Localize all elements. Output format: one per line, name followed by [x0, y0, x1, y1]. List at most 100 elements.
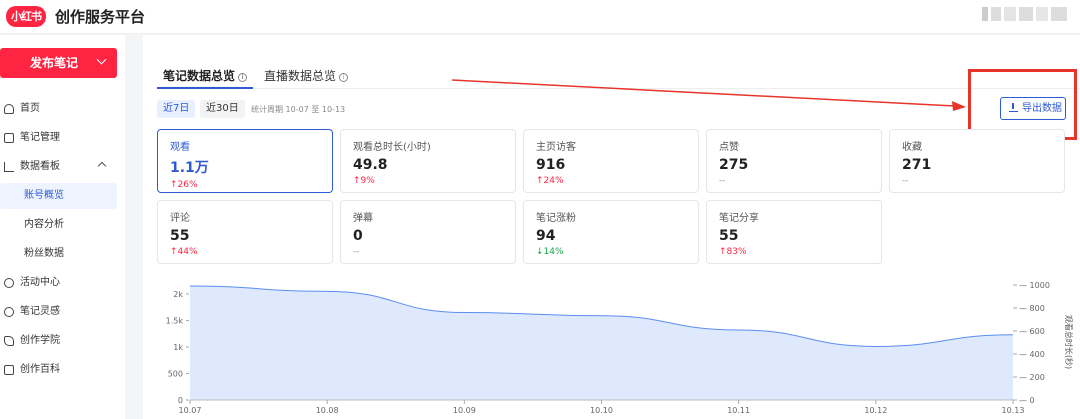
sidebar-item-label: 账号概览: [24, 190, 64, 201]
metric-value: 55: [719, 228, 739, 244]
academy-icon: [4, 336, 14, 346]
sidebar-item-label: 内容分析: [24, 219, 64, 230]
metric-label: 收藏: [902, 142, 922, 153]
x-tick-label: 10.11: [727, 406, 750, 415]
metric-value: 55: [170, 228, 190, 244]
sidebar-item-data-dashboard[interactable]: 数据看板: [0, 154, 117, 180]
metric-card-comments[interactable]: 评论 55 ↑44%: [157, 200, 333, 264]
metric-label: 观看: [170, 142, 190, 153]
metric-value: 271: [902, 157, 932, 173]
x-tick-label: 10.09: [453, 406, 476, 415]
inspiration-icon: [4, 307, 14, 317]
metric-change: --: [719, 176, 726, 186]
tab-note-data-overview[interactable]: 笔记数据总览 i: [163, 67, 248, 84]
chart-layer: 0 500 1k 1.5k 2k — 0 — 200 — 400 — 600 — 800 — 100…: [166, 281, 1074, 415]
tab-live-data-overview[interactable]: 直播数据总览 i: [264, 67, 349, 84]
wiki-icon: [4, 365, 14, 375]
sidebar-item-label: 活动中心: [20, 277, 60, 288]
sidebar-item-creator-academy[interactable]: 创作学院: [0, 328, 117, 354]
active-tab-indicator: [157, 87, 253, 89]
metric-label: 笔记分享: [719, 213, 759, 224]
metric-label: 笔记涨粉: [536, 213, 576, 224]
sidebar-item-note-management[interactable]: 笔记管理: [0, 125, 117, 151]
tab-label: 笔记数据总览: [163, 69, 236, 83]
annotation-arrow-head: [952, 101, 966, 111]
y2-axis-label: 观看总时长(秒): [1064, 315, 1074, 369]
metric-label: 评论: [170, 213, 190, 224]
chart-area-fill: [190, 286, 1013, 400]
sidebar-item-account-overview[interactable]: 账号概览: [0, 183, 117, 209]
note-icon: [4, 133, 14, 143]
y-tick-label: 1k: [173, 343, 183, 352]
sidebar-item-label: 数据看板: [20, 161, 60, 172]
sidebar-item-label: 创作学院: [20, 335, 60, 346]
metric-label: 弹幕: [353, 213, 373, 224]
sidebar-item-content-analysis[interactable]: 内容分析: [0, 212, 117, 238]
metric-card-danmaku[interactable]: 弹幕 0 --: [340, 200, 516, 264]
publish-note-label: 发布笔记: [30, 56, 79, 70]
home-icon: [4, 104, 14, 114]
sidebar-item-note-inspiration[interactable]: 笔记灵感: [0, 299, 117, 325]
y2-tick-label: — 0: [1019, 396, 1035, 405]
x-tick-label: 10.08: [316, 406, 339, 415]
chart-icon: [4, 162, 14, 172]
sidebar-item-label: 笔记管理: [20, 132, 60, 143]
publish-note-button[interactable]: 发布笔记: [0, 48, 117, 78]
metric-change: ↑44%: [170, 247, 198, 257]
metric-change: --: [902, 176, 909, 186]
user-avatar-blurred[interactable]: [982, 7, 1070, 25]
metric-card-note-followers[interactable]: 笔记涨粉 94 ↓14%: [523, 200, 699, 264]
sidebar-item-activity-center[interactable]: 活动中心: [0, 270, 117, 296]
top-header: 小红书 创作服务平台: [0, 0, 1080, 34]
metric-change: ↑83%: [719, 247, 747, 257]
metric-label: 观看总时长(小时): [353, 142, 431, 153]
sidebar-item-label: 首页: [20, 103, 40, 114]
metric-value: 0: [353, 228, 363, 244]
y-tick-label: 0: [178, 396, 183, 405]
annotation-arrow: [451, 79, 966, 111]
metric-value: 1.1万: [170, 160, 209, 176]
sidebar: 发布笔记 首页 笔记管理 数据看板 账号概览 内容分析 粉丝数据 活动中心 笔记…: [0, 35, 125, 419]
metric-card-likes[interactable]: 点赞 275 --: [706, 129, 882, 193]
x-tick-label: 10.07: [179, 406, 202, 415]
metric-value: 916: [536, 157, 566, 173]
info-icon[interactable]: i: [238, 73, 248, 82]
activity-icon: [4, 278, 14, 288]
y2-tick-label: — 600: [1019, 327, 1045, 336]
sidebar-item-label: 笔记灵感: [20, 306, 60, 317]
sidebar-item-fans-data[interactable]: 粉丝数据: [0, 241, 117, 267]
period-30-days-button[interactable]: 近30日: [200, 100, 245, 118]
x-tick-label: 10.13: [1002, 406, 1025, 415]
metric-value: 94: [536, 228, 556, 244]
metric-card-views[interactable]: 观看 1.1万 ↑26%: [157, 129, 333, 193]
info-icon[interactable]: i: [339, 73, 349, 82]
metric-card-note-shares[interactable]: 笔记分享 55 ↑83%: [706, 200, 882, 264]
metric-change: ↑9%: [353, 176, 375, 186]
export-data-button[interactable]: 导出数据: [1000, 97, 1066, 120]
export-data-label: 导出数据: [1022, 103, 1062, 114]
y-tick-label: 1.5k: [166, 317, 184, 326]
period-7-days-button[interactable]: 近7日: [157, 100, 196, 118]
y-tick-label: 500: [168, 370, 183, 379]
metric-change: ↑26%: [170, 180, 198, 190]
sidebar-item-home[interactable]: 首页: [0, 96, 117, 122]
metric-card-favorites[interactable]: 收藏 271 --: [889, 129, 1065, 193]
xiaohongshu-logo[interactable]: 小红书: [6, 6, 46, 27]
x-tick-label: 10.12: [864, 406, 887, 415]
chart-series-line: [189, 285, 1014, 347]
y2-tick-label: — 200: [1019, 373, 1045, 382]
sidebar-item-creator-wiki[interactable]: 创作百科: [0, 357, 117, 383]
metric-card-watch-hours[interactable]: 观看总时长(小时) 49.8 ↑9%: [340, 129, 516, 193]
metric-change: ↓14%: [536, 247, 564, 257]
metric-change: ↑24%: [536, 176, 564, 186]
metric-label: 点赞: [719, 142, 739, 153]
y-tick-label: 2k: [173, 290, 183, 299]
x-tick-label: 10.10: [590, 406, 613, 415]
period-note: 统计周期 10-07 至 10-13: [251, 105, 346, 114]
metric-card-profile-visitors[interactable]: 主页访客 916 ↑24%: [523, 129, 699, 193]
metric-label: 主页访客: [536, 142, 576, 153]
metric-change: --: [353, 247, 360, 257]
sidebar-item-label: 粉丝数据: [24, 248, 64, 259]
y2-tick-label: — 800: [1019, 304, 1045, 313]
